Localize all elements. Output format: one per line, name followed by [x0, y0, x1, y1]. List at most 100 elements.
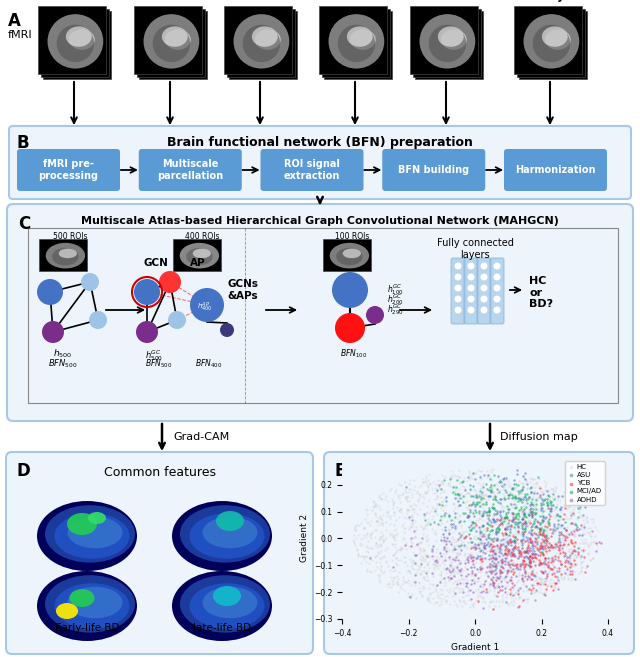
HC — [465, 468, 475, 478]
ADHD — [452, 533, 463, 544]
ASU — [517, 529, 527, 539]
FancyBboxPatch shape — [7, 204, 633, 421]
ASU — [552, 510, 563, 520]
ASU — [554, 532, 564, 543]
YCB — [563, 539, 573, 549]
MCI/AD — [474, 491, 484, 501]
HC — [529, 502, 540, 512]
HC — [477, 478, 488, 488]
HC — [399, 556, 410, 567]
ASU — [537, 503, 547, 514]
HC — [500, 545, 511, 555]
ADHD — [406, 541, 416, 551]
MCI/AD — [513, 495, 524, 506]
Bar — [41, 9, 109, 77]
FancyBboxPatch shape — [490, 258, 504, 324]
HC — [506, 524, 516, 534]
HC — [407, 520, 417, 530]
HC — [537, 588, 547, 599]
HC — [574, 504, 584, 514]
HC — [548, 553, 559, 564]
MCI/AD — [468, 517, 478, 528]
Circle shape — [366, 306, 384, 324]
HC — [460, 484, 470, 494]
ADHD — [449, 570, 459, 581]
YCB — [546, 539, 556, 550]
HC — [440, 494, 451, 505]
HC — [391, 485, 401, 495]
ADHD — [466, 593, 476, 604]
HC — [396, 504, 406, 514]
HC — [474, 501, 484, 511]
HC — [579, 519, 589, 530]
HC — [573, 543, 584, 554]
ADHD — [532, 530, 543, 540]
HC — [442, 546, 452, 556]
MCI/AD — [534, 523, 545, 533]
HC — [406, 591, 416, 602]
HC — [428, 504, 438, 514]
ASU — [531, 509, 541, 520]
ADHD — [481, 576, 491, 586]
HC — [486, 541, 496, 551]
HC — [366, 530, 376, 540]
HC — [530, 587, 540, 597]
FancyBboxPatch shape — [9, 126, 631, 199]
ADHD — [500, 583, 510, 593]
HC — [365, 531, 375, 541]
HC — [392, 577, 402, 587]
HC — [458, 584, 468, 595]
HC — [538, 514, 548, 525]
YCB — [527, 535, 538, 546]
HC — [566, 574, 577, 585]
MCI/AD — [508, 507, 518, 518]
HC — [417, 591, 427, 601]
ADHD — [492, 572, 502, 582]
ADHD — [491, 559, 501, 570]
HC — [494, 596, 504, 606]
HC — [512, 481, 522, 491]
HC — [529, 510, 539, 520]
ADHD — [447, 564, 458, 575]
ASU — [471, 553, 481, 563]
HC — [436, 532, 446, 543]
YCB — [547, 553, 557, 564]
HC — [360, 514, 370, 525]
HC — [540, 526, 550, 536]
YCB — [513, 562, 523, 572]
HC — [511, 482, 522, 493]
Text: BFN building: BFN building — [398, 165, 469, 175]
ADHD — [486, 567, 496, 578]
HC — [390, 541, 401, 552]
HC — [428, 510, 438, 521]
MCI/AD — [478, 520, 488, 531]
HC — [529, 576, 539, 586]
HC — [476, 466, 486, 476]
YCB — [552, 540, 562, 551]
HC — [497, 590, 507, 600]
HC — [476, 489, 486, 499]
HC — [427, 502, 437, 512]
YCB — [458, 533, 468, 543]
HC — [440, 511, 450, 522]
HC — [528, 488, 538, 499]
HC — [576, 566, 586, 577]
HC — [564, 501, 575, 512]
YCB — [488, 578, 499, 588]
YCB — [501, 529, 511, 539]
MCI/AD — [467, 499, 477, 509]
ASU — [540, 512, 550, 523]
HC — [454, 549, 465, 559]
HC — [555, 505, 565, 515]
HC — [469, 524, 479, 534]
HC — [543, 579, 553, 590]
ASU — [541, 512, 551, 522]
HC — [371, 538, 381, 549]
YCB — [550, 578, 560, 589]
ADHD — [461, 564, 472, 574]
HC — [383, 582, 393, 593]
YCB — [559, 503, 570, 513]
ADHD — [531, 585, 541, 595]
HC — [416, 550, 426, 560]
HC — [531, 528, 541, 539]
